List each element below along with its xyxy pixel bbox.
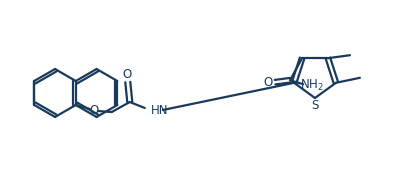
Text: O: O xyxy=(264,76,273,89)
Text: O: O xyxy=(89,103,98,116)
Text: NH$_2$: NH$_2$ xyxy=(300,78,324,93)
Text: O: O xyxy=(122,68,132,81)
Text: HN: HN xyxy=(151,103,168,116)
Text: S: S xyxy=(311,99,319,111)
